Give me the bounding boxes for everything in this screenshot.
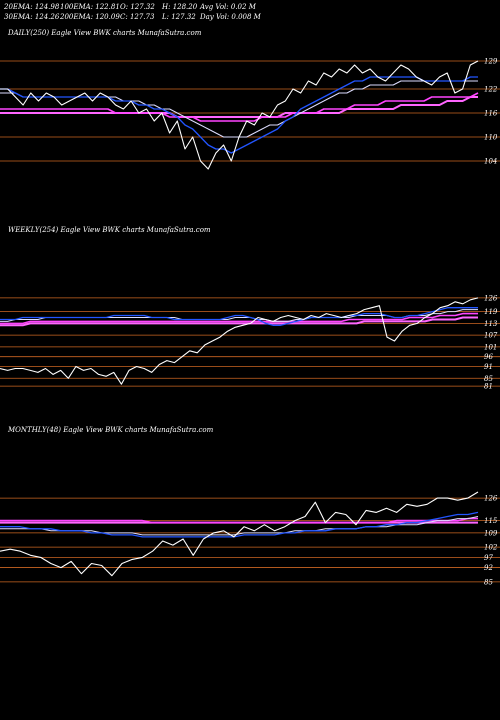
weekly-price-line — [0, 297, 479, 385]
header-open: O: 127.32 — [120, 3, 155, 11]
header-avg-vol: Avg Vol: 0.02 M — [200, 3, 256, 11]
weekly-tick-label: 101 — [484, 343, 497, 351]
daily-chart-title: DAILY(250) Eagle View BWK charts MunafaS… — [7, 29, 202, 37]
daily-ema200-line — [0, 96, 478, 118]
header-ema30: 30EMA: 124.26 — [4, 13, 60, 21]
weekly-tick-label: 96 — [484, 353, 493, 361]
monthly-tick-label: 115 — [484, 517, 498, 525]
weekly-tick-label: 81 — [484, 383, 493, 391]
weekly-tick-label: 107 — [484, 332, 498, 340]
monthly-tick-label: 102 — [484, 544, 498, 552]
daily-tick-label: 122 — [484, 86, 498, 94]
monthly-ema100-line — [0, 517, 478, 524]
monthly-tick-label: 92 — [484, 564, 493, 572]
daily-ema100-line — [0, 92, 479, 122]
monthly-tick-label: 85 — [484, 578, 493, 586]
header-ema200: 200EMA: 120.09 — [60, 13, 120, 21]
monthly-ema20-line — [0, 511, 479, 538]
header-close: C: 127.73 — [120, 13, 155, 21]
monthly-price-line — [0, 491, 479, 577]
monthly-tick-label: 109 — [484, 529, 498, 537]
weekly-ema200-line — [0, 316, 478, 327]
monthly-tick-label: 126 — [484, 495, 498, 503]
header-day-vol: Day Vol: 0.008 M — [200, 13, 261, 21]
monthly-chart-title: MONTHLY(48) Eagle View BWK charts Munafa… — [7, 426, 214, 434]
weekly-tick-label: 85 — [484, 375, 493, 383]
weekly-tick-label: 126 — [484, 294, 498, 302]
weekly-tick-label: 113 — [484, 320, 498, 328]
weekly-tick-label: 91 — [484, 363, 493, 371]
daily-price-line — [0, 60, 479, 170]
daily-tick-label: 110 — [484, 134, 498, 142]
weekly-chart-title: WEEKLY(254) Eagle View BWK charts Munafa… — [8, 226, 211, 234]
weekly-ema20-line — [0, 307, 478, 326]
daily-tick-label: 116 — [484, 110, 498, 118]
weekly-ema100-line — [0, 312, 478, 325]
weekly-tick-label: 119 — [484, 308, 498, 316]
header-ema20: 20EMA: 124.98 — [4, 3, 60, 11]
header-ema100: 100EMA: 122.81 — [60, 3, 120, 11]
daily-ema20-line — [0, 76, 478, 154]
daily-tick-label: 129 — [484, 58, 498, 66]
monthly-tick-label: 97 — [484, 554, 493, 562]
header-high: H: 128.20 — [162, 3, 198, 11]
header-low: L: 127.32 — [162, 13, 196, 21]
daily-tick-label: 104 — [484, 158, 497, 166]
